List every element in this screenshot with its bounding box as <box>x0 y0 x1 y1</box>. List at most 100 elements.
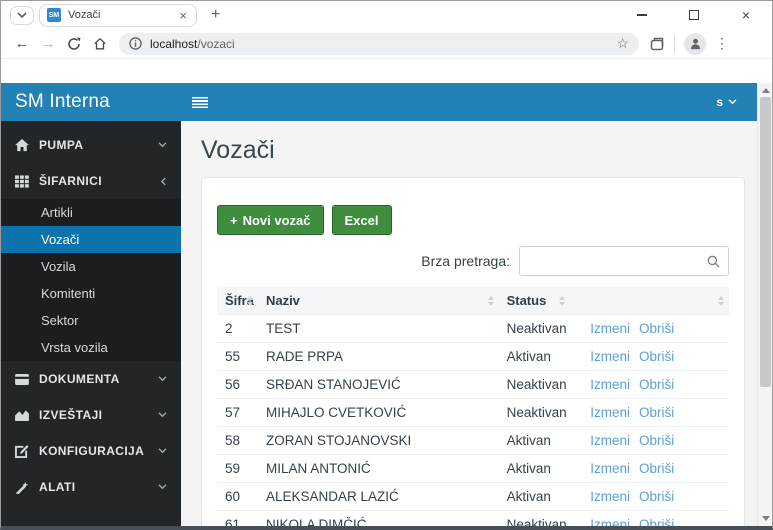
edit-link[interactable]: Izmeni <box>590 433 631 448</box>
extensions-icon[interactable] <box>649 36 665 52</box>
chevron-down-icon <box>728 99 737 105</box>
home-button[interactable] <box>87 31 113 57</box>
cell-sifra: 58 <box>225 433 241 448</box>
edit-link[interactable]: Izmeni <box>590 517 631 526</box>
delete-link[interactable]: Obriši <box>639 321 675 336</box>
sort-icon[interactable] <box>487 295 494 306</box>
delete-link[interactable]: Obriši <box>639 377 675 392</box>
sidebar-item-label: ALATI <box>39 480 76 494</box>
minimize-button[interactable] <box>616 1 668 29</box>
window-controls: × <box>616 1 772 29</box>
delete-link[interactable]: Obriši <box>639 433 675 448</box>
sidebar-item-vozila[interactable]: Vozila <box>41 259 76 274</box>
new-driver-button[interactable]: + Novi vozač <box>217 205 324 235</box>
cell-status: Neaktivan <box>506 321 567 336</box>
sidebar-item-vozaci[interactable]: Vozači <box>1 226 181 253</box>
sidebar: PUMPA ŠIFARNICI <box>1 121 181 526</box>
table-row: 57 MIHAJLO CVETKOVIĆ Neaktivan Izmeni Obr… <box>217 398 729 427</box>
scrollbar-thumb[interactable] <box>760 97 771 387</box>
cell-status: Aktivan <box>506 489 551 504</box>
scroll-up-icon[interactable] <box>761 88 770 93</box>
cell-status: Neaktivan <box>506 377 567 392</box>
sidebar-item-konfiguracija[interactable]: KONFIGURACIJA <box>1 433 181 469</box>
cell-sifra: 60 <box>225 489 241 504</box>
browser-toolbar: ← → localhost/vozaci ☆ ⋮ <box>1 29 772 59</box>
bookmark-star-icon[interactable]: ☆ <box>616 35 629 51</box>
hamburger-menu-icon[interactable] <box>192 96 208 108</box>
page-scrollbar[interactable] <box>757 83 772 526</box>
sidebar-item-label: PUMPA <box>39 138 84 152</box>
excel-button[interactable]: Excel <box>331 205 392 235</box>
table-row: 60 ALEKSANDAR LAZIĆ Aktivan Izmeni Obriši <box>217 482 729 511</box>
card-icon <box>15 373 39 385</box>
close-button[interactable]: × <box>741 7 751 23</box>
forward-button[interactable]: → <box>40 35 56 52</box>
sidebar-item-artikli[interactable]: Artikli <box>41 205 73 220</box>
user-menu[interactable]: s <box>716 95 737 109</box>
sidebar-item-dokumenta[interactable]: DOKUMENTA <box>1 361 181 397</box>
chevron-down-icon <box>158 484 167 490</box>
tab-close-icon[interactable]: × <box>179 7 187 23</box>
delete-link[interactable]: Obriši <box>639 405 675 420</box>
edit-link[interactable]: Izmeni <box>590 321 631 336</box>
edit-link[interactable]: Izmeni <box>590 461 631 476</box>
sidebar-item-izvestaji[interactable]: IZVEŠTAJI <box>1 397 181 433</box>
url-host: localhost <box>150 36 198 51</box>
edit-link[interactable]: Izmeni <box>590 405 631 420</box>
edit-link[interactable]: Izmeni <box>590 349 631 364</box>
sidebar-item-label: ŠIFARNICI <box>39 174 102 188</box>
edit-link[interactable]: Izmeni <box>590 489 631 504</box>
site-info-icon[interactable] <box>129 37 142 50</box>
sidebar-item-pumpa[interactable]: PUMPA <box>1 127 181 163</box>
sidebar-item-label: KONFIGURACIJA <box>39 444 145 458</box>
search-icon[interactable] <box>707 255 720 268</box>
column-header-naziv[interactable]: Naziv <box>257 287 499 315</box>
cell-sifra: 61 <box>225 517 241 526</box>
cell-sifra: 59 <box>225 461 241 476</box>
edit-link[interactable]: Izmeni <box>590 377 631 392</box>
tab-search-button[interactable] <box>10 5 34 25</box>
chevron-down-icon <box>158 448 167 454</box>
sidebar-item-komitenti[interactable]: Komitenti <box>41 286 96 301</box>
cell-actions: Izmeni Obriši <box>570 427 729 455</box>
search-label: Brza pretraga: <box>421 253 510 269</box>
table-row: 61 NIKOLA DIMČIĆ Neaktivan Izmeni Obriši <box>217 510 729 526</box>
cell-sifra: 57 <box>225 405 241 420</box>
column-header-status[interactable]: Status <box>498 287 571 315</box>
browser-menu-icon[interactable]: ⋮ <box>715 35 729 51</box>
address-bar[interactable]: localhost/vozaci ☆ <box>119 32 639 55</box>
new-driver-button-label: Novi vozač <box>242 212 311 228</box>
new-tab-button[interactable]: + <box>211 6 221 23</box>
cell-status: Aktivan <box>506 349 551 364</box>
sidebar-item-alati[interactable]: ALATI <box>1 469 181 505</box>
column-header-sifra[interactable]: Šifra <box>217 287 258 315</box>
back-button[interactable]: ← <box>14 35 30 52</box>
maximize-button[interactable] <box>668 1 720 29</box>
column-header-actions[interactable] <box>570 287 729 315</box>
app-brand[interactable]: SM Interna <box>15 91 110 112</box>
sidebar-item-vrsta-vozila[interactable]: Vrsta vozila <box>41 340 108 355</box>
sort-icon[interactable] <box>246 295 253 306</box>
chevron-down-icon <box>17 11 27 18</box>
browser-tab[interactable]: SM Vozači × <box>39 3 197 27</box>
chevron-left-icon <box>161 177 167 186</box>
delete-link[interactable]: Obriši <box>639 517 675 526</box>
sort-icon[interactable] <box>559 295 566 306</box>
main-content: Vozači + Novi vozač Excel Brza pretraga: <box>181 121 757 526</box>
sidebar-item-sektor[interactable]: Sektor <box>41 313 79 328</box>
app-body: PUMPA ŠIFARNICI <box>1 121 757 526</box>
chart-icon <box>15 409 39 421</box>
scroll-down-icon[interactable] <box>761 516 770 521</box>
profile-avatar[interactable] <box>684 32 706 55</box>
cell-actions: Izmeni Obriši <box>570 511 729 526</box>
sidebar-item-sifarnici[interactable]: ŠIFARNICI <box>1 163 181 199</box>
reload-button[interactable] <box>61 31 87 57</box>
page-viewport: SM Interna s PUMPA <box>1 83 772 526</box>
sifarnici-submenu: Artikli Vozači Vozila Komitenti Sektor V… <box>1 199 181 361</box>
sort-icon[interactable] <box>718 295 724 306</box>
cell-status: Aktivan <box>506 461 551 476</box>
search-input[interactable] <box>528 253 707 269</box>
delete-link[interactable]: Obriši <box>639 489 675 504</box>
delete-link[interactable]: Obriši <box>639 461 675 476</box>
delete-link[interactable]: Obriši <box>639 349 675 364</box>
